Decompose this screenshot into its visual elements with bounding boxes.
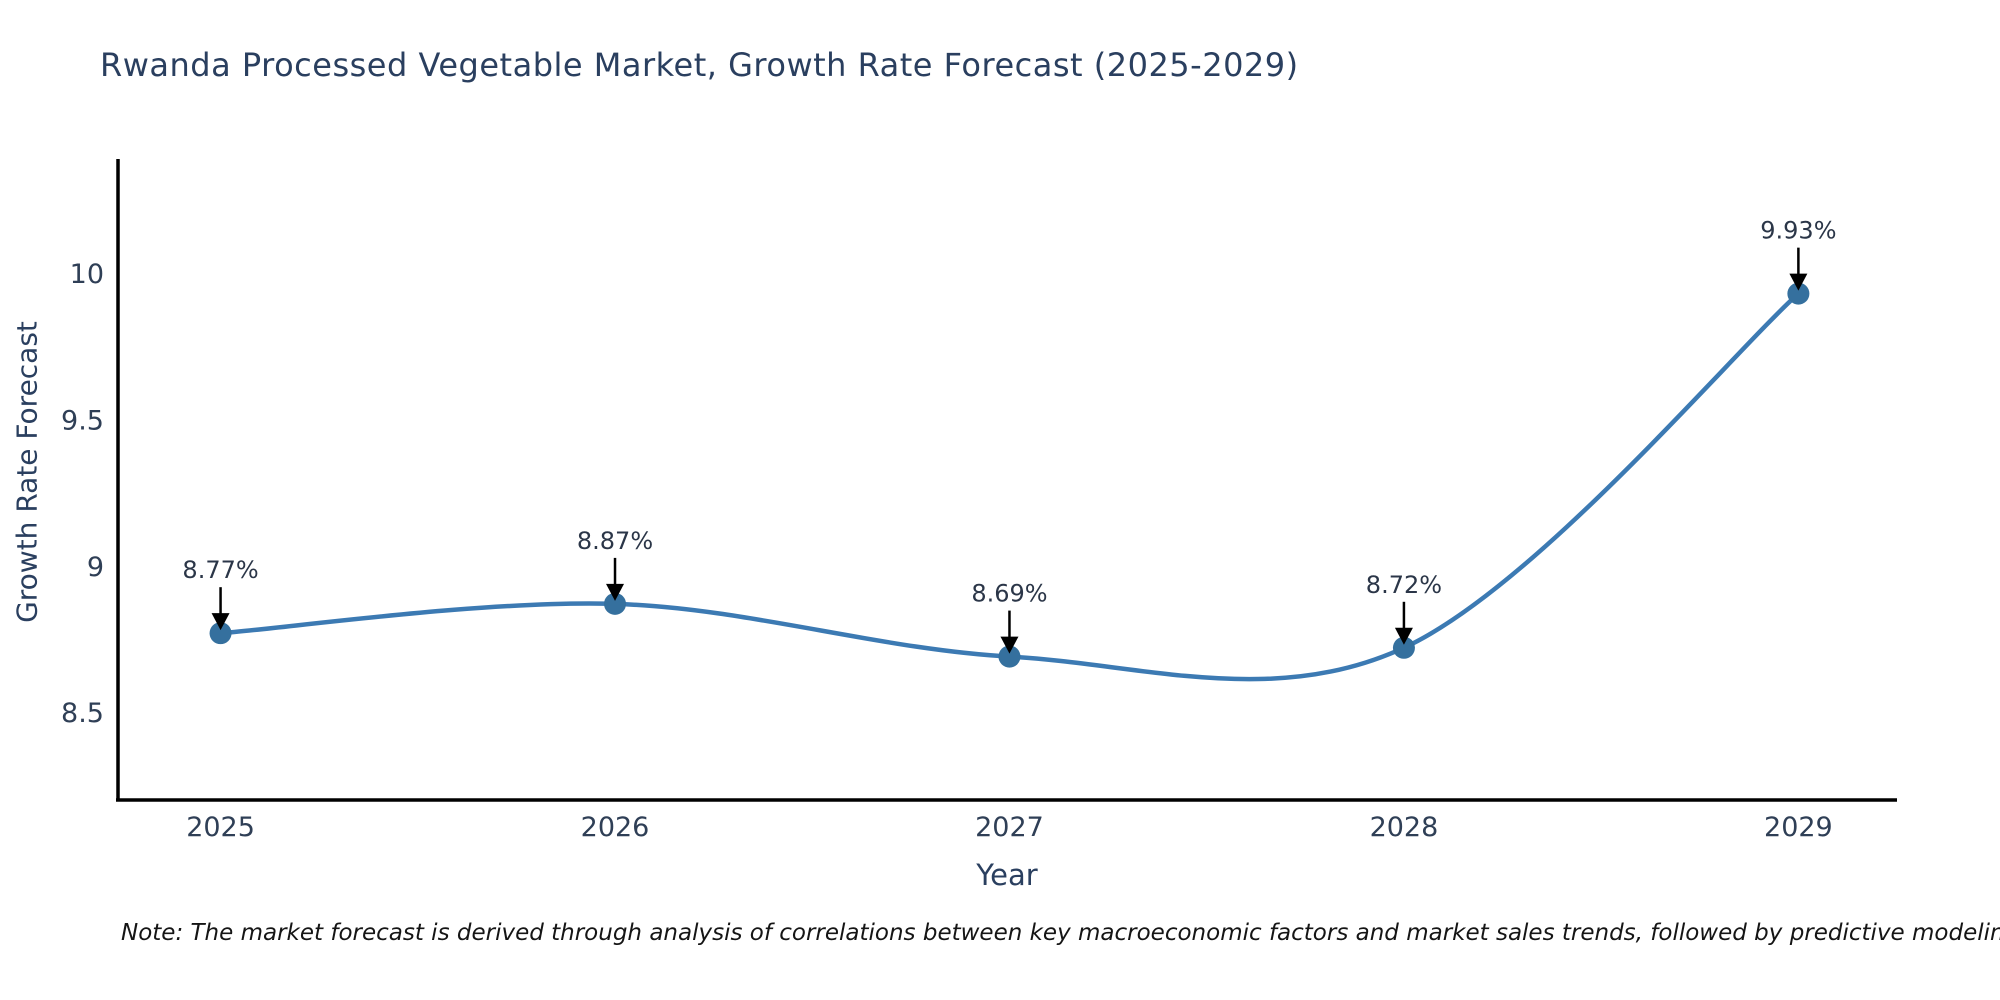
x-tick-label: 2025: [186, 812, 255, 843]
point-value-label: 9.93%: [1760, 217, 1836, 245]
data-point: [209, 622, 232, 645]
point-value-label: 8.72%: [1366, 571, 1442, 599]
x-tick-label: 2026: [581, 812, 650, 843]
data-point: [604, 592, 627, 615]
annotation-arrow-head: [1394, 627, 1413, 645]
y-tick-label: 10: [70, 259, 104, 290]
y-tick-label: 8.5: [61, 698, 104, 729]
footnote: Note: The market forecast is derived thr…: [121, 920, 2000, 946]
x-tick-label: 2028: [1370, 812, 1439, 843]
x-axis-title: Year: [976, 858, 1038, 892]
y-tick-label: 9.5: [61, 405, 104, 436]
annotation-arrow-head: [1000, 636, 1019, 654]
annotation-arrow-head: [211, 613, 230, 631]
data-point: [1787, 282, 1810, 305]
y-tick-label: 9: [87, 552, 104, 583]
trend-line: [218, 291, 1801, 682]
point-value-label: 8.69%: [971, 580, 1047, 608]
x-tick-label: 2029: [1764, 812, 1833, 843]
data-point: [1392, 636, 1415, 659]
annotation-arrow-head: [1789, 273, 1808, 291]
point-value-label: 8.87%: [577, 527, 653, 555]
chart-title: Rwanda Processed Vegetable Market, Growt…: [100, 46, 1299, 84]
data-point: [998, 645, 1021, 668]
point-value-label: 8.77%: [182, 556, 258, 584]
annotation-arrow-head: [606, 583, 625, 601]
x-tick-label: 2027: [975, 812, 1044, 843]
